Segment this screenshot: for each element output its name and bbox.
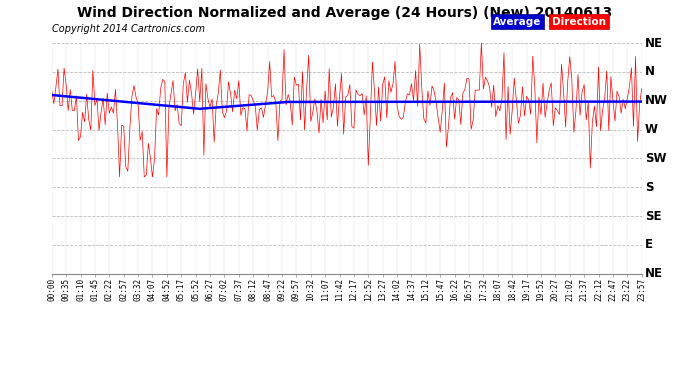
Text: Wind Direction Normalized and Average (24 Hours) (New) 20140613: Wind Direction Normalized and Average (2… <box>77 6 613 20</box>
Text: NW: NW <box>644 94 668 107</box>
Text: NE: NE <box>644 37 662 50</box>
Text: Direction: Direction <box>552 17 606 27</box>
Text: W: W <box>644 123 658 136</box>
Text: Copyright 2014 Cartronics.com: Copyright 2014 Cartronics.com <box>52 24 205 34</box>
Text: NE: NE <box>644 267 662 280</box>
Text: SE: SE <box>644 210 661 223</box>
Text: N: N <box>644 66 655 78</box>
Text: Average: Average <box>493 17 542 27</box>
Text: S: S <box>644 181 653 194</box>
Text: E: E <box>644 238 653 251</box>
Text: SW: SW <box>644 152 666 165</box>
